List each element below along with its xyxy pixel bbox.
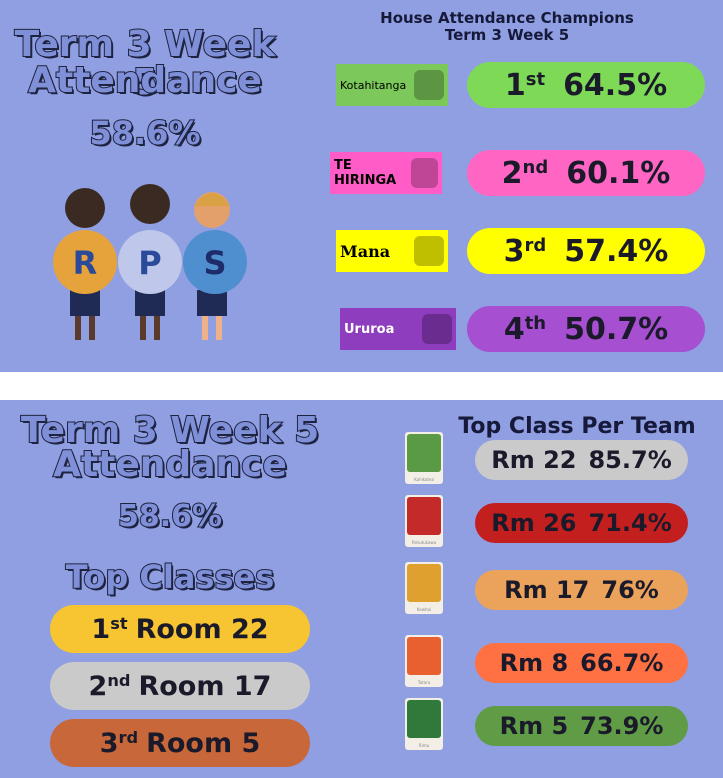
team-pill: Rm 5 73.9% [475,706,688,746]
logo-letter: P [138,244,161,282]
place: 3rd [504,234,547,269]
team-pill: Rm 17 76% [475,570,688,610]
place: 3rd [100,728,138,759]
rank-suffix: rd [524,234,547,256]
heading-line: House Attendance Champions [380,9,634,27]
house-name: Kotahitanga [340,78,407,92]
result-pill: 2nd 60.1% [467,150,705,196]
rank: 2 [501,155,523,191]
team-name: Totara [417,680,431,685]
rank: 1 [504,67,526,103]
percentage: 66.7% [580,649,664,677]
house-label: Kotahitanga [336,64,448,106]
house-label: TE HIRINGA [330,152,442,194]
team-icon: Totara [405,635,443,687]
rank: 2 [88,670,108,702]
rank-suffix: nd [522,156,549,178]
percentage: 50.7% [564,311,669,347]
team-icon: Kahikatea [405,432,443,484]
rank-suffix: nd [107,670,131,690]
room: Room 22 [135,613,269,645]
panel-classes: Term 3 Week 5 Attendance 58.6% Top Class… [0,400,723,778]
logo-letter: R [73,244,98,282]
top-classes-heading: Top Classes [65,557,276,597]
rank: 4 [503,311,525,347]
room: Rm 17 [504,576,590,604]
team-pill: Rm 22 85.7% [475,440,688,480]
house-name: Mana [340,241,391,261]
house-label: Ururoa [340,308,456,350]
rank-suffix: st [110,613,128,633]
percentage: 64.5% [563,67,668,103]
place: 1st [505,68,545,103]
team-pill: Rm 8 66.7% [475,643,688,683]
place: 2nd [89,671,131,702]
team-name: Kahikatea [414,477,434,482]
percentage: 71.4% [588,509,672,537]
room: Rm 22 [491,446,577,474]
percentage: 76% [601,576,659,604]
rank-suffix: rd [118,727,139,747]
class-pill: 3rd Room 5 [50,719,310,767]
rank: 1 [91,613,111,645]
house-emblem [422,314,452,344]
kids-illustration: R P S [53,184,247,340]
team-heading: Top Class Per Team [458,414,696,439]
team-icon-art [407,497,441,535]
team-icon: Pohutukawa [405,495,443,547]
title-line: Term 3 Week 5 [14,24,277,103]
house-label: Mana [336,230,448,272]
house-emblem [414,236,444,266]
title-line: Attendance [52,444,288,485]
rank-suffix: th [524,312,547,334]
class-pill: 2nd Room 17 [50,662,310,710]
result-pill: 4th 50.7% [467,306,705,352]
room: Rm 5 [499,712,569,740]
heading: House Attendance Champions Term 3 Week 5 [340,10,674,44]
house-emblem [410,158,438,188]
percentage: 57.4% [564,233,669,269]
team-icon: Kowhai [405,562,443,614]
room: Room 5 [146,727,261,759]
house-emblem [414,70,444,100]
room: Room 17 [138,670,272,702]
percentage: 85.7% [588,446,672,474]
title-line: Attendance [27,60,263,101]
team-icon-art [407,700,441,738]
class-pill: 1st Room 22 [50,605,310,653]
percentage: 60.1% [566,155,671,191]
team-name: Rimu [418,743,430,748]
team-icon-art [407,637,441,675]
result-pill: 1st 64.5% [467,62,705,108]
overall: 58.6% [117,498,223,535]
rank: 3 [503,233,525,269]
heading-line: Term 3 Week 5 [444,26,570,44]
house-name: Ururoa [344,321,395,337]
team-icon-art [407,434,441,472]
room: Rm 26 [491,509,577,537]
team-name: Pohutukawa [411,540,437,545]
team-pill: Rm 26 71.4% [475,503,688,543]
room: Rm 8 [499,649,569,677]
result-pill: 3rd 57.4% [467,228,705,274]
percentage: 73.9% [580,712,664,740]
team-icon-art [407,564,441,602]
team-name: Kowhai [416,607,432,612]
place: 4th [504,312,546,347]
team-icon: Rimu [405,698,443,750]
logo-letter: S [203,244,226,282]
title-line: Term 3 Week 5 [20,410,320,451]
panel-houses: Term 3 Week 5 Attendance 58.6% R P S Hou… [0,0,723,372]
place: 1st [91,614,127,645]
rank: 3 [99,727,119,759]
house-name: TE HIRINGA [334,158,397,188]
place: 2nd [502,156,549,191]
rank-suffix: st [525,68,546,90]
overall: 58.6% [88,113,201,153]
